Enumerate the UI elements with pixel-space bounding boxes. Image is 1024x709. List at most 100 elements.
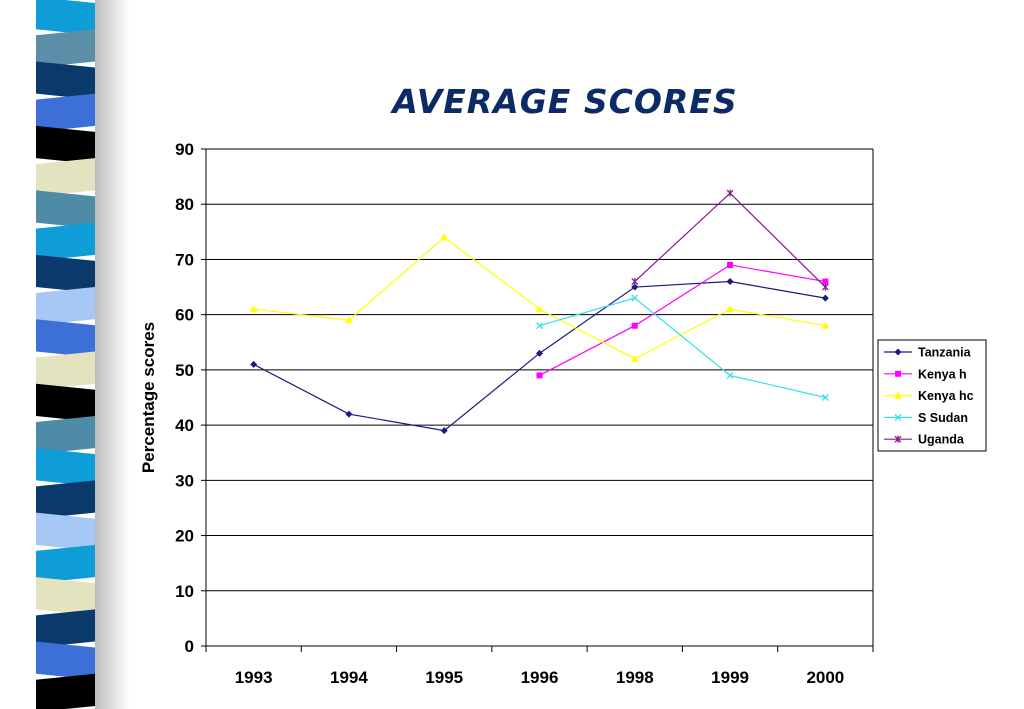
strip-band	[36, 609, 95, 648]
strip-band	[36, 287, 95, 326]
strip-band	[36, 512, 95, 551]
strip-band	[36, 254, 95, 294]
data-point-tanzania	[345, 410, 353, 418]
strip-band	[36, 641, 95, 680]
series-line-s-sudan	[539, 297, 826, 399]
marker-shape	[344, 316, 353, 324]
chart-title: AVERAGE SCORES	[392, 82, 738, 121]
y-tick-label: 80	[175, 195, 194, 214]
strip-band	[36, 480, 95, 519]
data-point-kenya-hc	[440, 233, 449, 241]
marker-shape	[821, 294, 829, 302]
legend-label: S Sudan	[918, 411, 968, 425]
y-tick-label: 30	[175, 471, 194, 490]
strip-band	[36, 158, 95, 197]
marker-shape	[536, 372, 543, 379]
y-tick-label: 70	[175, 250, 194, 269]
marker-shape	[536, 349, 543, 357]
marker-shape	[631, 322, 638, 329]
data-point-tanzania	[250, 360, 258, 368]
strip-band	[36, 93, 95, 132]
x-tick-label: 2000	[806, 668, 844, 687]
data-point-kenya-hc	[821, 321, 830, 329]
marker-shape	[440, 427, 448, 435]
strip-band	[36, 29, 95, 68]
x-tick-label: 1998	[616, 668, 654, 687]
legend-marker	[894, 413, 902, 421]
y-axis-label: Percentage scores	[139, 322, 158, 473]
legend-item-kenya-h: Kenya h	[884, 367, 967, 381]
data-point-uganda	[631, 278, 639, 286]
data-point-kenya-hc	[535, 305, 544, 313]
strip-band	[36, 319, 95, 358]
data-point-kenya-h	[822, 278, 829, 285]
y-tick-label: 20	[175, 527, 194, 546]
decorative-strip	[36, 0, 130, 709]
marker-shape	[726, 305, 735, 313]
y-tick-label: 10	[175, 582, 194, 601]
strip-band	[36, 222, 95, 261]
strip-band	[36, 125, 95, 165]
data-point-uganda	[726, 189, 734, 197]
legend-item-uganda: Uganda	[884, 433, 965, 447]
data-point-kenya-h	[536, 372, 543, 379]
data-point-tanzania	[726, 278, 734, 286]
data-point-kenya-hc	[630, 354, 639, 362]
data-point-tanzania	[440, 427, 448, 435]
data-point-tanzania	[536, 349, 543, 357]
legend-item-s-sudan: S Sudan	[884, 411, 968, 425]
marker-shape	[895, 370, 901, 377]
y-tick-label: 50	[175, 361, 194, 380]
strip-shadow	[95, 0, 130, 709]
marker-shape	[894, 413, 902, 421]
data-point-kenya-hc	[249, 305, 258, 313]
y-tick-label: 40	[175, 416, 194, 435]
legend: Tanzania Kenya h Kenya hc S Sudan Uganda	[877, 339, 987, 452]
marker-shape	[250, 360, 258, 368]
strip-band	[36, 577, 95, 616]
legend-marker	[894, 435, 902, 443]
legend-marker	[895, 370, 901, 377]
data-point-kenya-hc	[726, 305, 735, 313]
data-point-s-sudan	[821, 394, 829, 401]
marker-shape	[726, 278, 734, 286]
data-point-tanzania	[631, 283, 639, 291]
series-line-uganda	[634, 192, 826, 288]
legend-label: Kenya hc	[918, 389, 974, 403]
marker-shape	[894, 391, 902, 399]
data-point-tanzania	[821, 294, 829, 302]
legend-marker	[894, 391, 902, 399]
marker-shape	[726, 371, 734, 379]
marker-shape	[631, 283, 639, 291]
marker-shape	[345, 410, 353, 418]
strip-band	[36, 415, 95, 455]
marker-shape	[535, 305, 544, 313]
y-tick-label: 90	[175, 140, 194, 159]
strip-band	[36, 190, 95, 229]
x-tick-label: 1993	[235, 668, 273, 687]
legend-label: Tanzania	[918, 346, 972, 360]
data-point-s-sudan	[536, 322, 543, 330]
legend-marker	[894, 348, 902, 356]
marker-shape	[821, 321, 830, 329]
strip-band	[36, 544, 95, 584]
data-point-s-sudan	[726, 371, 734, 379]
marker-shape	[822, 278, 829, 285]
x-tick-label: 1995	[425, 668, 463, 687]
series-line-kenya-h	[539, 264, 826, 376]
marker-shape	[821, 394, 829, 401]
y-tick-label: 60	[175, 306, 194, 325]
strip-band	[36, 61, 95, 100]
strip-band	[36, 673, 95, 709]
strip-band	[36, 351, 95, 390]
marker-shape	[631, 294, 639, 302]
data-point-kenya-hc	[344, 316, 353, 324]
x-tick-label: 1994	[330, 668, 368, 687]
series-line-kenya-hc	[253, 236, 826, 360]
x-tick-label: 1996	[521, 668, 559, 687]
marker-shape	[536, 322, 543, 330]
strip-band	[36, 0, 95, 36]
marker-shape	[440, 233, 449, 241]
legend-label: Kenya h	[918, 367, 967, 381]
